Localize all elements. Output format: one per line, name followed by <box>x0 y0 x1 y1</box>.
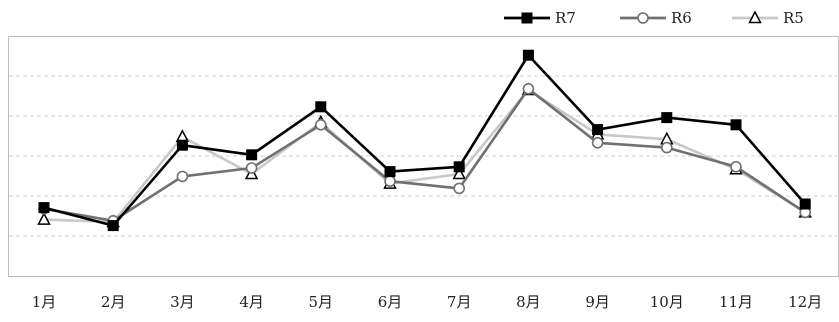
x-tick-label: 11月 <box>719 293 753 311</box>
triangle-marker <box>452 166 466 180</box>
circle-marker <box>176 170 189 183</box>
x-axis-labels: 1月 2月 3月 4月 5月 6月 7月 8月 9月 10月 11月 12月 <box>32 293 823 311</box>
x-tick-label: 3月 <box>170 293 195 311</box>
x-tick-label: 2月 <box>101 293 126 311</box>
square-marker <box>246 149 258 161</box>
square-marker <box>315 101 327 113</box>
x-tick-label: 1月 <box>32 293 57 311</box>
gridlines <box>9 75 837 237</box>
series-layer <box>37 49 812 232</box>
legend-item-r5: R5 <box>732 9 804 27</box>
x-tick-label: 5月 <box>309 293 334 311</box>
circle-marker <box>453 182 466 195</box>
x-tick-label: 7月 <box>447 293 472 311</box>
circle-marker <box>730 161 742 173</box>
series-line <box>43 88 806 224</box>
circle-marker <box>314 119 327 131</box>
series-line <box>43 53 807 227</box>
legend-label: R5 <box>783 9 804 27</box>
square-marker <box>453 161 465 173</box>
legend: R7 R6 R5 <box>504 9 804 27</box>
x-tick-label: 9月 <box>585 293 610 311</box>
legend-item-r6: R6 <box>620 9 692 27</box>
series-r7 <box>38 49 811 232</box>
square-marker <box>799 198 811 210</box>
square-marker <box>521 12 533 24</box>
x-tick-label: 8月 <box>516 293 541 311</box>
square-marker <box>522 49 534 61</box>
square-marker <box>38 202 50 214</box>
triangle-marker <box>37 211 51 225</box>
circle-marker <box>637 12 649 24</box>
square-marker <box>730 119 742 131</box>
circle-marker <box>660 141 673 154</box>
square-marker <box>592 124 604 136</box>
x-tick-label: 4月 <box>239 293 264 311</box>
legend-label: R7 <box>555 9 576 27</box>
series-line <box>43 87 806 223</box>
circle-marker <box>384 175 396 187</box>
legend-label: R6 <box>671 9 692 27</box>
square-marker <box>107 220 119 232</box>
triangle-marker <box>748 10 762 24</box>
x-tick-label: 10月 <box>650 293 684 311</box>
square-marker <box>384 166 396 178</box>
series-r6 <box>38 83 812 227</box>
legend-item-r7: R7 <box>504 9 576 27</box>
square-marker <box>176 139 188 151</box>
circle-marker <box>245 162 258 174</box>
x-tick-label: 12月 <box>788 293 822 311</box>
square-marker <box>661 112 673 124</box>
circle-marker <box>522 83 535 95</box>
circle-marker <box>591 137 604 149</box>
x-tick-label: 6月 <box>378 293 403 311</box>
